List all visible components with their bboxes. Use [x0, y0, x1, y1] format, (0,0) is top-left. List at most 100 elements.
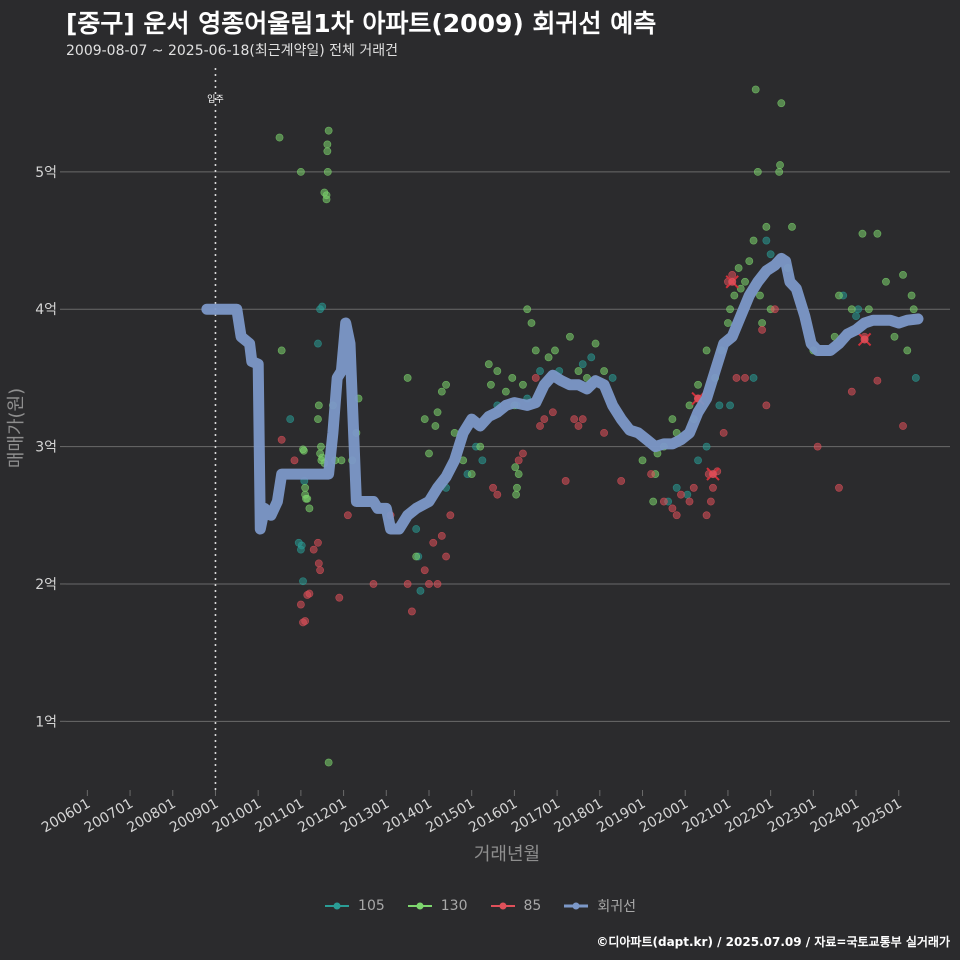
point-130	[909, 305, 918, 314]
y-tick-label: 5억	[35, 165, 57, 181]
point-130	[512, 490, 521, 499]
point-85	[574, 422, 583, 430]
point-85	[519, 449, 527, 458]
point-85	[316, 566, 324, 575]
legend-key-130	[407, 902, 432, 910]
point-105	[715, 401, 724, 410]
legend-item-105: 105	[324, 896, 385, 916]
point-130	[514, 470, 523, 478]
point-105	[536, 367, 544, 375]
point-130	[508, 374, 517, 382]
point-105	[416, 586, 425, 595]
point-85	[741, 374, 749, 382]
point-85	[689, 483, 698, 492]
scatter-points	[275, 85, 920, 767]
legend-item-regression: 회귀선	[563, 896, 636, 916]
point-85	[685, 497, 694, 506]
y-tick-label: 1억	[35, 714, 57, 730]
point-105	[478, 456, 487, 465]
point-105	[587, 353, 596, 362]
point-130	[425, 449, 433, 458]
point-130	[523, 305, 532, 314]
point-130	[296, 167, 305, 176]
chart-title: [중구] 운서 영종어울림1차 아파트(2009) 회귀선 예측	[66, 9, 657, 38]
point-130	[275, 133, 284, 142]
point-105	[749, 374, 758, 382]
point-105	[578, 360, 587, 369]
point-85	[343, 511, 352, 520]
legend-key-85	[490, 902, 515, 910]
point-85-highlight	[860, 335, 869, 344]
legend-item-130: 130	[407, 896, 468, 916]
point-130	[600, 367, 608, 375]
point-130	[511, 463, 520, 472]
point-85	[531, 374, 540, 382]
point-105	[412, 525, 421, 533]
point-130	[903, 346, 912, 355]
regression-path	[201, 252, 924, 535]
legend-item-85: 85	[490, 896, 541, 916]
regression-line	[201, 252, 924, 535]
point-130	[724, 319, 732, 327]
point-130	[299, 446, 308, 455]
point-130	[493, 367, 502, 375]
point-130	[403, 374, 412, 382]
point-85	[314, 559, 323, 568]
point-130	[303, 494, 312, 503]
point-130	[756, 291, 764, 300]
point-85	[305, 589, 314, 598]
point-130	[890, 332, 899, 341]
legend-label-regression: 회귀선	[597, 899, 636, 915]
point-85	[706, 497, 715, 506]
point-85	[732, 374, 741, 382]
point-105	[702, 442, 711, 451]
point-130	[301, 483, 310, 492]
point-130	[751, 85, 760, 94]
point-85	[899, 422, 907, 430]
point-130	[777, 99, 786, 108]
point-85-highlight	[708, 470, 717, 479]
point-105	[911, 374, 920, 382]
point-130	[638, 456, 647, 465]
legend-key-regression	[564, 902, 589, 910]
point-85	[290, 456, 299, 465]
point-130	[907, 291, 916, 300]
legend: 105 130 85 회귀선	[0, 896, 960, 916]
point-85	[493, 490, 502, 499]
point-130	[668, 415, 677, 424]
point-85	[540, 415, 549, 424]
point-130	[734, 264, 743, 272]
y-axis-ticks: 1억 2억 3억 4억 5억	[35, 165, 66, 730]
point-130	[749, 236, 758, 245]
legend-key-105	[325, 902, 350, 910]
x-tick-label: 202501	[850, 796, 904, 837]
y-axis-label: 매매가(원)	[6, 388, 27, 468]
point-130	[305, 504, 314, 513]
point-85	[548, 408, 557, 417]
source-caption: ©디아파트(dapt.kr) / 2025.07.09 / 자료=국토교통부 실…	[596, 935, 950, 949]
point-130	[847, 305, 856, 314]
point-85	[719, 428, 728, 437]
point-130	[324, 758, 333, 767]
point-85	[600, 428, 608, 437]
point-105	[852, 312, 860, 321]
point-130	[574, 367, 583, 375]
point-85	[709, 483, 717, 492]
point-85	[408, 607, 416, 616]
point-130	[788, 222, 796, 231]
point-130	[314, 401, 323, 410]
point-105	[762, 236, 771, 245]
point-130	[322, 195, 331, 204]
point-130	[323, 167, 332, 176]
point-130	[277, 346, 286, 355]
point-85	[561, 477, 570, 485]
y-tick-label: 3억	[35, 440, 57, 456]
point-130	[467, 470, 476, 478]
point-105	[286, 415, 295, 424]
point-85	[847, 387, 856, 396]
point-85	[425, 580, 433, 588]
point-130	[420, 415, 429, 424]
point-85	[647, 470, 655, 478]
point-130	[433, 408, 442, 417]
